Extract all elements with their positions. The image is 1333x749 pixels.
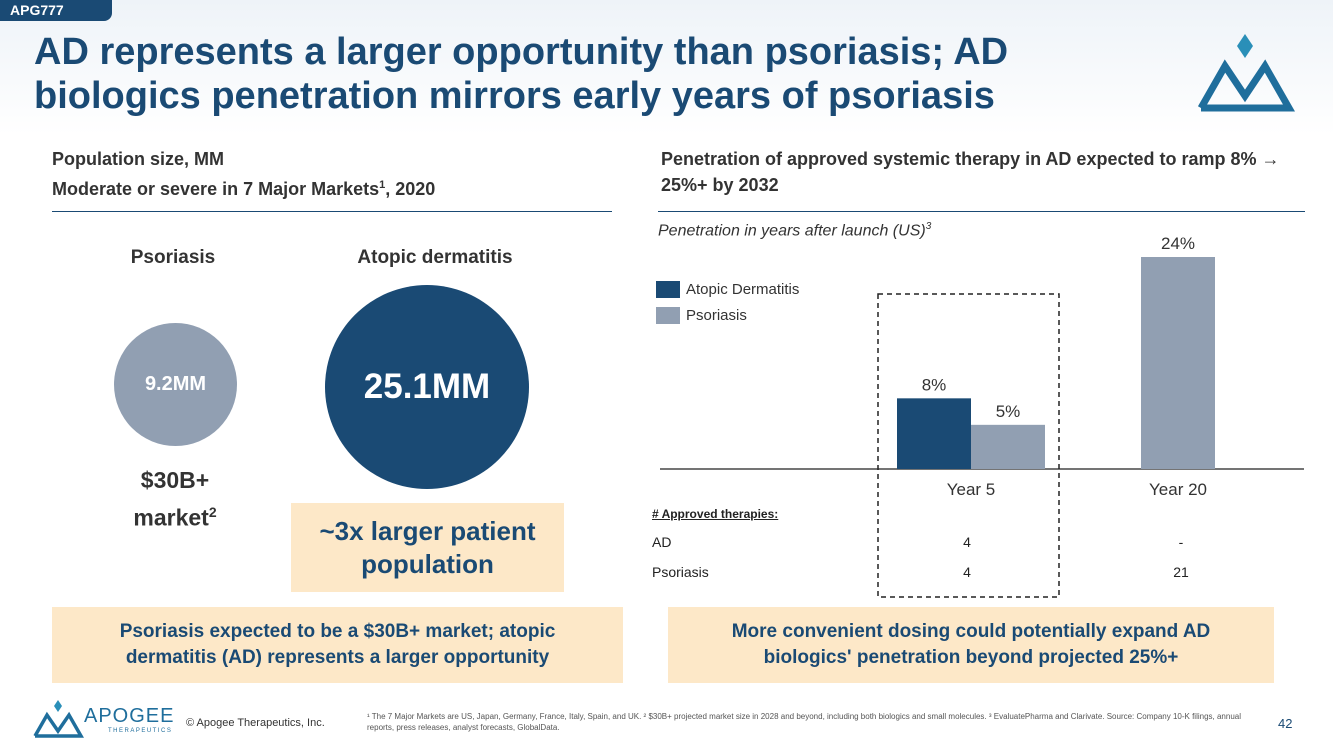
- left-heading: Population size, MM Moderate or severe i…: [52, 146, 612, 202]
- bar-psoriasis-year5: [971, 424, 1045, 469]
- left-bottom-callout: Psoriasis expected to be a $30B+ market;…: [52, 607, 623, 683]
- section-tag: APG777: [0, 0, 112, 21]
- legend-swatch-ad: [656, 281, 680, 298]
- ad-label: Atopic dermatitis: [357, 247, 513, 268]
- year5-highlight-box: [877, 293, 1060, 598]
- psoriasis-population-circle: 9.2MM: [114, 323, 237, 446]
- left-heading-line2: Moderate or severe in 7 Major Markets1, …: [52, 179, 436, 199]
- table-cell-psoriasis-year20: 21: [1173, 564, 1189, 580]
- ad-population-circle: 25.1MM: [325, 285, 529, 489]
- slide-title: AD represents a larger opportunity than …: [34, 31, 1009, 117]
- bar-ad-year5: [897, 398, 971, 469]
- legend-label-psoriasis: Psoriasis: [686, 307, 747, 324]
- footer-brand-sub: THERAPEUTICS: [108, 728, 173, 734]
- right-divider: [658, 211, 1305, 212]
- approved-therapies-header: # Approved therapies:: [652, 507, 779, 521]
- right-heading: Penetration of approved systemic therapy…: [661, 149, 1280, 195]
- page-number: 42: [1278, 716, 1293, 731]
- x-tick-label-year20: Year 20: [1149, 480, 1207, 499]
- psoriasis-label: Psoriasis: [130, 247, 216, 268]
- table-cell-psoriasis-year5: 4: [963, 564, 971, 580]
- bar-psoriasis-year20: [1141, 257, 1215, 469]
- ad-population-value: 25.1MM: [363, 367, 491, 406]
- table-cell-ad-year5: 4: [963, 534, 971, 550]
- psoriasis-market-size: $30B+ market2: [133, 467, 217, 531]
- x-tick-label-year5: Year 5: [947, 480, 996, 499]
- psoriasis-population-value: 9.2MM: [144, 373, 207, 395]
- apogee-logo-icon: [1197, 34, 1295, 112]
- penetration-bar-chart: 8% 5% Year 5 24% Year 20: [660, 234, 1304, 499]
- legend-swatch-psoriasis: [656, 307, 680, 324]
- data-label-psoriasis-year5: 5%: [996, 402, 1021, 421]
- left-heading-line1: Population size, MM: [52, 149, 225, 169]
- larger-population-callout: ~3x larger patient population: [291, 503, 564, 592]
- right-bottom-callout: More convenient dosing could potentially…: [668, 607, 1274, 683]
- copyright: © Apogee Therapeutics, Inc.: [186, 717, 325, 729]
- table-row-label-ad: AD: [652, 534, 672, 550]
- chart-title: Penetration in years after launch (US)3: [658, 221, 932, 240]
- data-label-psoriasis-year20: 24%: [1161, 234, 1195, 253]
- data-label-ad-year5: 8%: [922, 375, 947, 394]
- left-divider: [52, 211, 612, 212]
- footnote: ¹ The 7 Major Markets are US, Japan, Ger…: [367, 712, 1242, 732]
- footer-brand-name: APOGEE: [84, 705, 175, 727]
- legend-label-ad: Atopic Dermatitis: [686, 281, 800, 298]
- apogee-footer-logo-icon: [33, 700, 84, 738]
- table-cell-ad-year20: -: [1178, 534, 1184, 550]
- table-row-label-psoriasis: Psoriasis: [652, 564, 709, 580]
